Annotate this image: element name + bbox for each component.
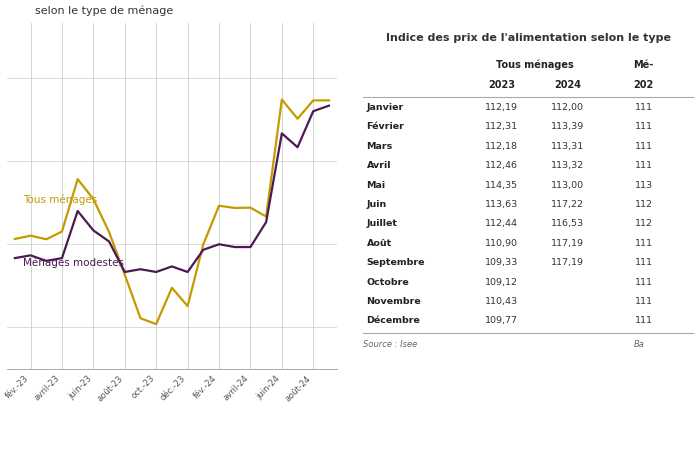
Text: 112,18: 112,18 xyxy=(485,142,518,151)
Text: 112,00: 112,00 xyxy=(551,103,584,112)
Text: 116,53: 116,53 xyxy=(551,219,584,228)
Text: 112: 112 xyxy=(634,219,652,228)
Text: 2024: 2024 xyxy=(554,81,581,90)
Text: 111: 111 xyxy=(634,258,652,267)
Text: 112,19: 112,19 xyxy=(485,103,518,112)
Text: Mé-: Mé- xyxy=(634,59,654,70)
Text: 110,90: 110,90 xyxy=(485,238,518,248)
Text: Septembre: Septembre xyxy=(367,258,425,267)
Text: 111: 111 xyxy=(634,103,652,112)
Text: 113,32: 113,32 xyxy=(551,161,584,170)
Text: 111: 111 xyxy=(634,278,652,287)
Text: 111: 111 xyxy=(634,142,652,151)
Text: 109,12: 109,12 xyxy=(485,278,518,287)
Text: 113,00: 113,00 xyxy=(551,180,584,189)
Text: 2023: 2023 xyxy=(488,81,515,90)
Text: Juillet: Juillet xyxy=(367,219,398,228)
Text: 112,31: 112,31 xyxy=(485,122,518,131)
Text: Février: Février xyxy=(367,122,405,131)
Text: Tous ménages: Tous ménages xyxy=(22,194,97,205)
Text: Janvier: Janvier xyxy=(367,103,404,112)
Text: 113: 113 xyxy=(634,180,652,189)
Text: 111: 111 xyxy=(634,161,652,170)
Text: 117,22: 117,22 xyxy=(551,200,584,209)
Text: 110,43: 110,43 xyxy=(485,297,518,306)
Text: 112,44: 112,44 xyxy=(485,219,518,228)
Text: Octobre: Octobre xyxy=(367,278,410,287)
Text: Source : Isee: Source : Isee xyxy=(363,340,417,349)
Text: 111: 111 xyxy=(634,122,652,131)
Text: 117,19: 117,19 xyxy=(551,238,584,248)
Text: Indice des prix de l'alimentation selon le type: Indice des prix de l'alimentation selon … xyxy=(386,33,671,43)
Text: Mars: Mars xyxy=(367,142,393,151)
Text: 111: 111 xyxy=(634,238,652,248)
Text: Avril: Avril xyxy=(367,161,391,170)
Text: 112: 112 xyxy=(634,200,652,209)
Text: 113,63: 113,63 xyxy=(485,200,518,209)
Text: Mai: Mai xyxy=(367,180,386,189)
Text: 117,19: 117,19 xyxy=(551,258,584,267)
Text: 202: 202 xyxy=(634,81,654,90)
Text: 111: 111 xyxy=(634,316,652,325)
Text: Juin: Juin xyxy=(367,200,386,209)
Text: 113,39: 113,39 xyxy=(551,122,584,131)
Text: selon le type de ménage: selon le type de ménage xyxy=(7,5,174,16)
Text: 111: 111 xyxy=(634,297,652,306)
Text: 114,35: 114,35 xyxy=(485,180,518,189)
Text: 109,33: 109,33 xyxy=(485,258,518,267)
Text: Novembre: Novembre xyxy=(367,297,421,306)
Text: 113,31: 113,31 xyxy=(551,142,584,151)
Text: Août: Août xyxy=(367,238,392,248)
Text: 109,77: 109,77 xyxy=(485,316,518,325)
Text: Tous ménages: Tous ménages xyxy=(496,59,573,70)
Text: Ba: Ba xyxy=(634,340,645,349)
Text: Décembre: Décembre xyxy=(367,316,421,325)
Text: Ménages modestes: Ménages modestes xyxy=(22,258,124,269)
Text: 112,46: 112,46 xyxy=(485,161,518,170)
